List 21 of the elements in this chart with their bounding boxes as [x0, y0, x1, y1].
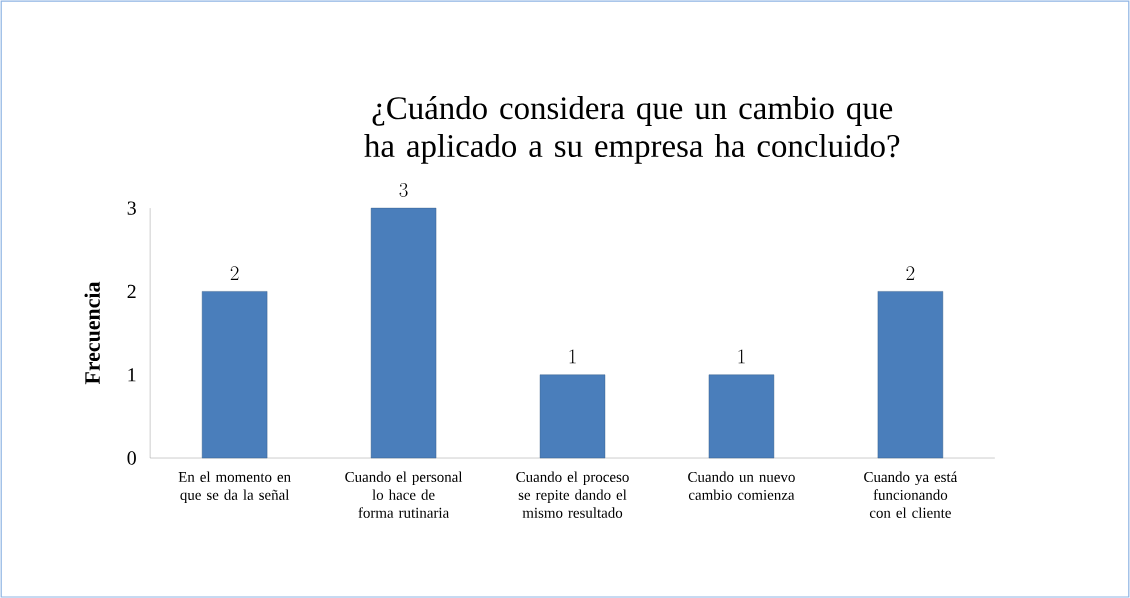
data-label: 1	[738, 349, 745, 364]
data-label: 2	[230, 266, 239, 280]
bar	[539, 374, 606, 459]
x-tick-label: Cuando el personal lo hace de forma rutinaria	[345, 471, 463, 518]
data-label: 3	[399, 182, 408, 197]
data-label: 1	[569, 349, 576, 364]
x-tick-label: En el momento en que se da la señal	[178, 471, 291, 503]
bar	[370, 207, 437, 459]
bar	[201, 291, 268, 459]
y-tick-label: 3	[127, 201, 136, 215]
x-tick-label: Cuando un nuevo cambio comienza	[688, 471, 795, 500]
chart-title: ¿Cuándo considera que un cambio que ha aplicado a su empresa ha concluido?	[364, 95, 900, 164]
y-tick-label: 1	[128, 368, 136, 382]
y-axis-title: Frecuencia	[84, 281, 100, 385]
x-tick-label: Cuando el proceso se repite dando el mismo resultado	[516, 471, 629, 518]
bar	[708, 374, 775, 459]
data-label: 2	[906, 266, 915, 280]
x-tick-label: Cuando ya está funcionando con el cliente	[864, 471, 958, 518]
y-tick-label: 2	[127, 284, 136, 298]
bar	[877, 291, 944, 459]
y-tick-label: 0	[127, 451, 136, 465]
